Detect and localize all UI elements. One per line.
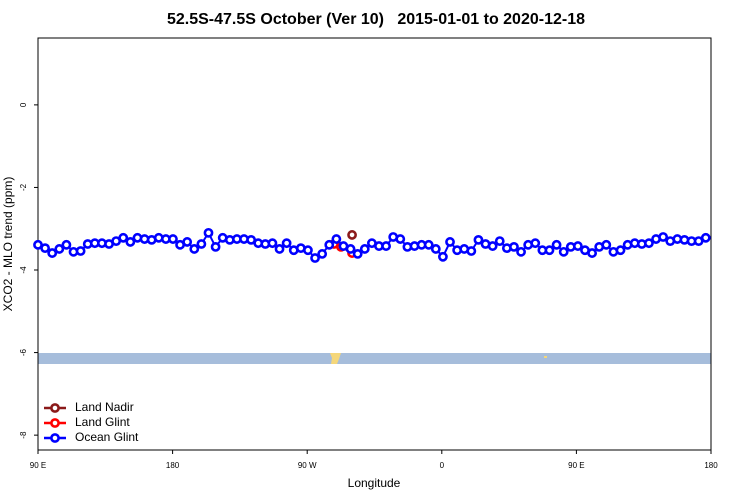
point bbox=[281, 238, 292, 249]
point bbox=[203, 227, 214, 238]
point bbox=[182, 237, 193, 247]
point bbox=[347, 230, 357, 240]
point bbox=[530, 238, 541, 249]
legend-marker bbox=[50, 418, 60, 428]
point bbox=[587, 248, 598, 258]
x-tick-label: 90 E bbox=[568, 461, 584, 470]
point bbox=[423, 239, 434, 250]
point bbox=[168, 234, 178, 244]
point bbox=[544, 245, 555, 256]
legend-marker bbox=[50, 433, 60, 443]
point bbox=[303, 245, 313, 256]
x-tick-label: 90 E bbox=[30, 461, 46, 470]
legend-label: Land Glint bbox=[75, 415, 130, 429]
point bbox=[267, 238, 278, 249]
land-patch bbox=[330, 353, 341, 364]
point bbox=[644, 238, 654, 249]
x-tick-label: 90 W bbox=[298, 461, 317, 470]
point bbox=[40, 243, 51, 254]
point bbox=[438, 251, 448, 262]
point bbox=[658, 232, 669, 242]
point bbox=[551, 239, 562, 250]
point bbox=[700, 232, 711, 243]
point bbox=[487, 241, 498, 251]
x-tick-label: 180 bbox=[704, 461, 718, 470]
point bbox=[395, 234, 406, 244]
point bbox=[317, 249, 328, 259]
y-axis-label: XCO2 - MLO trend (ppm) bbox=[1, 177, 15, 312]
point bbox=[331, 234, 342, 244]
point bbox=[189, 244, 200, 254]
y-tick-label: 0 bbox=[19, 102, 28, 107]
point bbox=[61, 239, 72, 250]
legend-label: Ocean Glint bbox=[75, 430, 139, 444]
point bbox=[558, 246, 569, 257]
point bbox=[509, 241, 519, 252]
legend-marker bbox=[50, 403, 60, 413]
point bbox=[352, 249, 363, 259]
point bbox=[466, 246, 477, 256]
point bbox=[125, 237, 136, 247]
y-tick-label: -8 bbox=[19, 431, 28, 439]
point bbox=[494, 236, 505, 247]
point bbox=[324, 239, 335, 250]
y-tick-label: -2 bbox=[19, 183, 28, 191]
point bbox=[75, 246, 86, 256]
point bbox=[54, 244, 65, 254]
point bbox=[473, 234, 484, 245]
point bbox=[381, 241, 391, 251]
legend-label: Land Nadir bbox=[75, 400, 134, 414]
x-tick-label: 0 bbox=[440, 461, 445, 470]
point bbox=[572, 241, 583, 251]
point bbox=[601, 239, 612, 250]
point bbox=[445, 237, 455, 247]
point bbox=[345, 244, 356, 254]
chart-title: 52.5S-47.5S October (Ver 10) 2015-01-01 … bbox=[167, 11, 585, 28]
point bbox=[430, 244, 441, 254]
point bbox=[196, 239, 207, 249]
y-tick-label: -4 bbox=[19, 266, 28, 274]
point bbox=[615, 245, 626, 256]
land-patch bbox=[544, 356, 547, 358]
point bbox=[210, 241, 221, 252]
point bbox=[359, 244, 370, 254]
y-tick-label: -6 bbox=[19, 348, 28, 356]
map-strip bbox=[38, 353, 711, 364]
point bbox=[47, 248, 58, 258]
ocean-band bbox=[38, 353, 711, 364]
point bbox=[310, 253, 320, 263]
plot-layer: 90 E 180 90 W 0 90 E 180 0 -2 -4 -6 -8 Land NadirLa… bbox=[19, 102, 718, 470]
x-axis-label: Longitude bbox=[348, 476, 401, 490]
point bbox=[516, 246, 526, 257]
x-tick-label: 180 bbox=[166, 461, 180, 470]
point bbox=[274, 244, 285, 254]
point bbox=[118, 232, 129, 243]
